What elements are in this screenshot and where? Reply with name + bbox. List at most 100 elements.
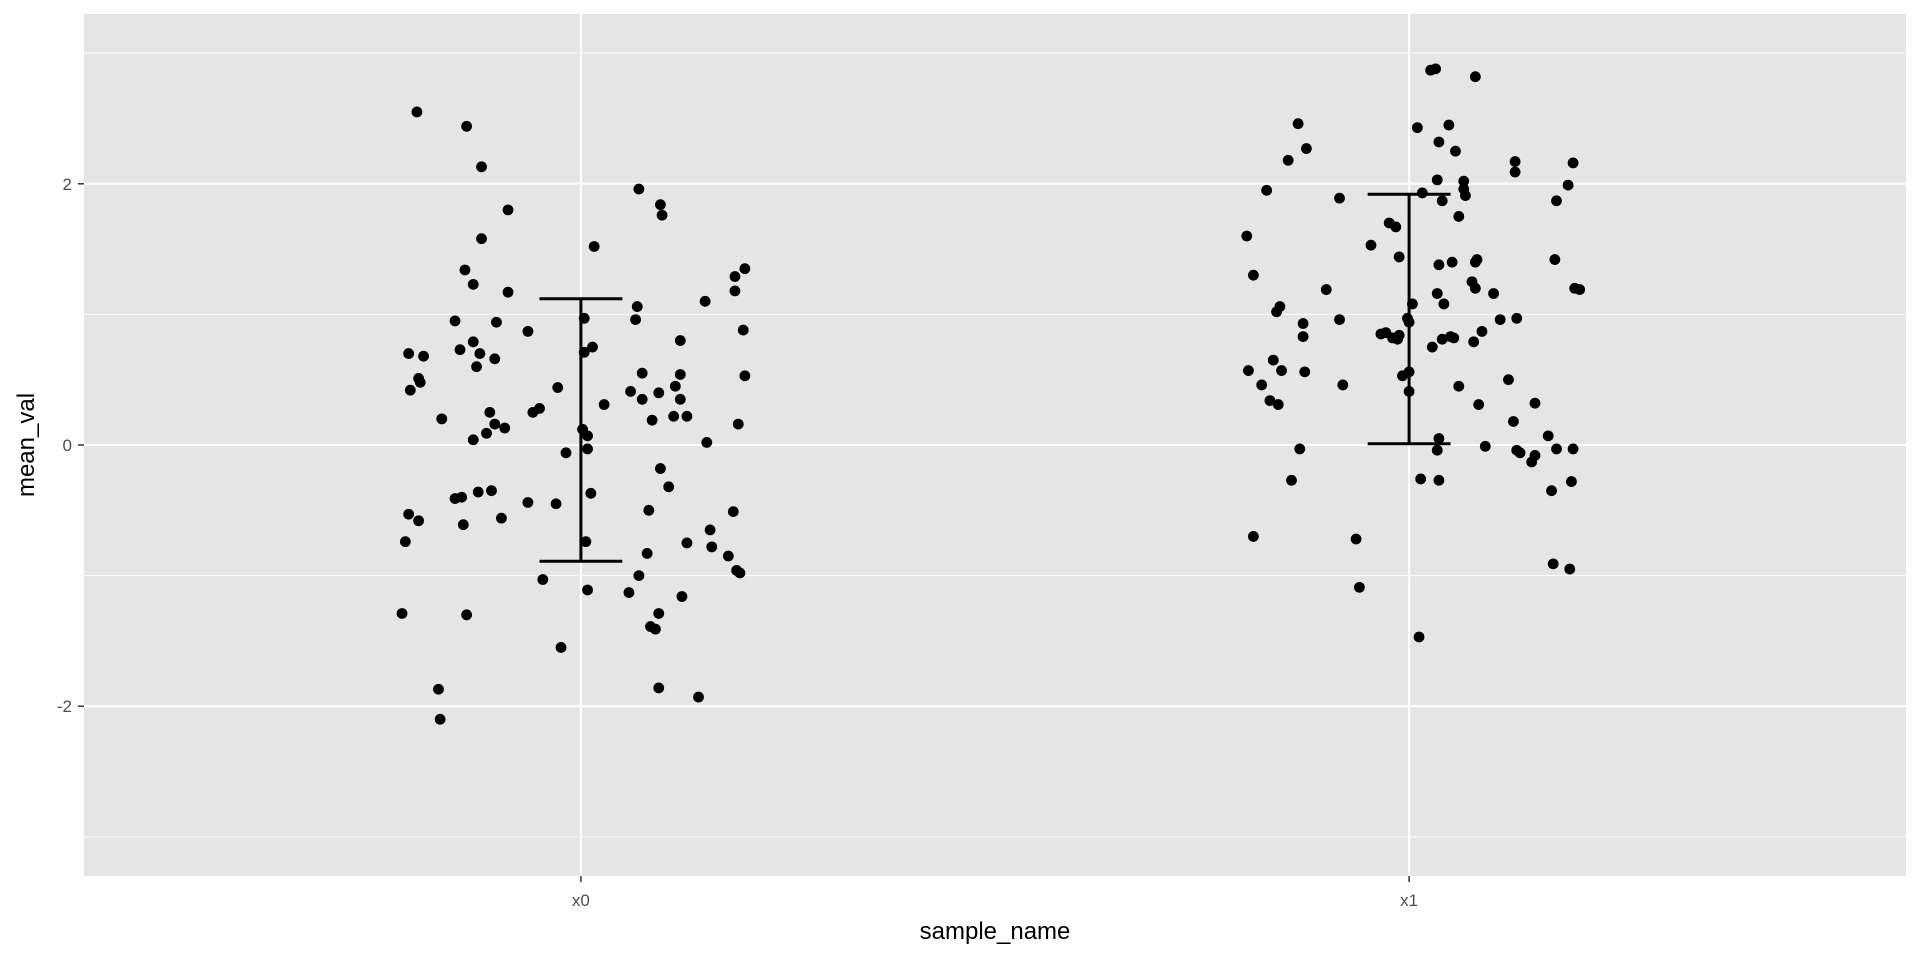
data-point [630, 314, 641, 326]
data-point [1393, 251, 1405, 263]
data-point [1468, 336, 1480, 348]
data-point [732, 418, 744, 430]
data-point [582, 584, 593, 596]
data-point [1448, 332, 1460, 344]
data-point [1282, 154, 1294, 166]
data-point [1426, 341, 1438, 353]
data-point [656, 209, 668, 221]
data-point [650, 623, 661, 635]
data-point [1411, 122, 1423, 134]
data-point [1272, 399, 1284, 410]
data-point [454, 344, 466, 356]
data-point [1425, 64, 1437, 76]
data-point [467, 434, 479, 446]
data-point [1320, 284, 1332, 295]
data-point [734, 567, 746, 579]
data-point [727, 506, 739, 518]
data-point [1297, 331, 1309, 342]
data-point [1264, 395, 1276, 406]
x-tick-label: x1 [1400, 891, 1418, 910]
data-point [1549, 254, 1561, 265]
data-point [471, 361, 482, 373]
data-point [636, 367, 648, 379]
data-point [491, 316, 502, 328]
data-point [481, 427, 492, 439]
data-point [1393, 329, 1405, 341]
data-point [1450, 145, 1461, 157]
x-axis: x0 x1 [572, 876, 1418, 910]
data-point [1473, 399, 1485, 410]
data-point [1566, 476, 1577, 487]
data-point [413, 515, 424, 527]
data-point [580, 536, 592, 548]
data-point [674, 369, 686, 380]
data-point [1542, 430, 1554, 442]
data-point [1276, 365, 1287, 376]
data-point [693, 691, 704, 703]
data-point [1433, 474, 1445, 486]
data-point [1567, 157, 1579, 169]
data-point [588, 241, 600, 252]
y-tick-label: 2 [63, 175, 72, 194]
data-point [461, 120, 473, 132]
data-point [449, 315, 461, 327]
data-point [1431, 444, 1443, 456]
data-point [636, 393, 648, 405]
data-point [1413, 631, 1425, 643]
data-point [1334, 192, 1345, 204]
data-point [527, 406, 539, 418]
data-point [582, 430, 593, 442]
data-point [1247, 531, 1259, 542]
data-point [585, 487, 597, 499]
data-point [418, 350, 429, 362]
data-point [1453, 211, 1465, 222]
data-point [1469, 282, 1481, 294]
data-point [739, 370, 751, 382]
data-point [436, 413, 448, 425]
data-point [633, 183, 645, 195]
data-point [414, 376, 426, 388]
data-point [706, 541, 718, 553]
data-point [625, 386, 636, 397]
x-tick-label: x0 [572, 891, 590, 910]
error-bar [1367, 192, 1451, 446]
data-point [1446, 256, 1458, 268]
data-point [1562, 179, 1574, 191]
data-point [1546, 485, 1557, 497]
data-point [1294, 443, 1306, 455]
data-point [1292, 118, 1304, 130]
data-point [537, 574, 549, 585]
data-point [1488, 288, 1499, 299]
data-point [1334, 314, 1345, 326]
data-point [457, 519, 469, 531]
data-point [587, 341, 598, 353]
data-point [1453, 380, 1465, 392]
data-point [729, 271, 741, 282]
data-point [1494, 314, 1506, 326]
data-point [434, 713, 446, 725]
data-point [396, 608, 408, 619]
data-point [1479, 440, 1491, 452]
data-point [1460, 190, 1471, 201]
data-point [476, 233, 487, 245]
data-point [499, 422, 511, 434]
data-point [1503, 374, 1514, 386]
y-tick-label: 0 [63, 436, 72, 455]
data-point [704, 524, 716, 536]
data-point [653, 682, 665, 694]
data-point [1529, 397, 1541, 409]
data-point [1390, 221, 1402, 233]
data-point [1300, 143, 1312, 154]
data-point [459, 264, 471, 276]
data-point [1511, 312, 1523, 324]
data-point [1509, 156, 1521, 167]
data-point [550, 498, 562, 510]
data-point [655, 199, 666, 211]
data-point [502, 286, 514, 298]
data-point [522, 325, 534, 337]
x-axis-title: sample_name [920, 918, 1071, 945]
data-point [655, 463, 666, 474]
data-point [560, 447, 572, 459]
data-point [1438, 298, 1450, 310]
data-point [669, 380, 681, 392]
